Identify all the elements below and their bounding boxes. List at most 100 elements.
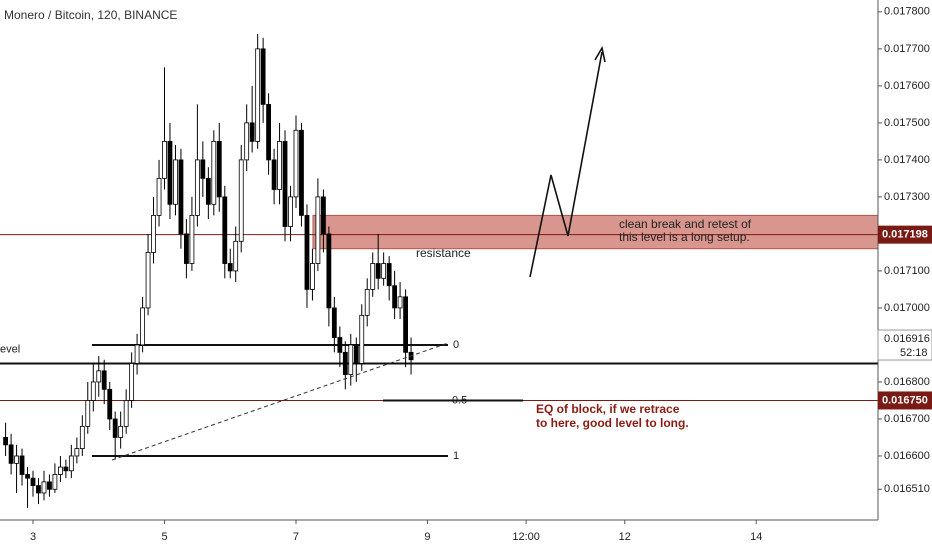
- candle-body: [140, 307, 146, 346]
- y-tick-label: 0.016700: [884, 413, 930, 425]
- price-label: 0.017198: [882, 229, 928, 241]
- price-label-box: [878, 225, 932, 244]
- candle-body: [310, 263, 315, 290]
- candle-body: [151, 215, 156, 253]
- y-tick-label: 0.017700: [884, 43, 930, 55]
- candle-body: [359, 314, 365, 364]
- arrow-head: [594, 45, 606, 63]
- candle-body: [397, 296, 403, 309]
- candle-body: [211, 140, 217, 205]
- candle-body: [96, 370, 102, 383]
- candle-body: [299, 129, 304, 216]
- countdown: 52:18: [900, 347, 928, 359]
- annotations: resistance clean break and retest of thi…: [0, 45, 752, 462]
- candle-body: [25, 474, 30, 479]
- candle-body: [14, 455, 19, 464]
- candle-body: [162, 140, 167, 179]
- price-label-box: [878, 391, 932, 410]
- resistance-zone: [312, 214, 879, 250]
- y-tick-label: 0.017600: [884, 80, 930, 92]
- fib-label: 0: [453, 339, 459, 351]
- candle-body: [282, 140, 288, 227]
- y-tick-label: 0.017300: [884, 191, 930, 203]
- candle-body: [58, 466, 63, 475]
- candle-body: [293, 129, 299, 198]
- candle-body: [63, 466, 69, 472]
- candle-body: [353, 344, 359, 364]
- annotation: EQ of block, if we retrace: [536, 402, 680, 416]
- x-tick-label: 5: [161, 531, 167, 543]
- candle-body: [3, 437, 8, 446]
- y-tick-label: 0.017400: [884, 154, 930, 166]
- candle-body: [260, 48, 266, 105]
- annotation: resistance: [416, 246, 471, 260]
- x-tick-label: 14: [750, 531, 762, 543]
- candle-body: [315, 196, 321, 264]
- candle-body: [189, 215, 195, 264]
- x-tick-label: 7: [293, 531, 299, 543]
- candle-body: [348, 344, 354, 375]
- drawings: [0, 214, 879, 457]
- candle-body: [90, 381, 96, 401]
- candle-body: [145, 252, 151, 309]
- candle-body: [118, 425, 124, 438]
- trend-line: [111, 342, 449, 461]
- y-tick-label: 0.017800: [884, 6, 930, 18]
- candle-body: [167, 140, 173, 205]
- x-tick-label: 12:00: [512, 531, 540, 543]
- candle-body: [194, 159, 200, 216]
- projection-arrow: [529, 51, 603, 278]
- candle-body: [222, 196, 228, 264]
- candle-body: [36, 485, 41, 494]
- annotation: clean break and retest of: [619, 217, 752, 231]
- candle-body: [288, 196, 293, 227]
- price-label: 0.016750: [882, 394, 928, 406]
- x-tick-label: 12: [619, 531, 631, 543]
- candle-body: [156, 177, 162, 216]
- fib-label: 1: [453, 450, 459, 462]
- candle-body: [277, 140, 282, 190]
- annotation: this level is a long setup.: [619, 230, 750, 244]
- x-tick-label: 3: [30, 531, 36, 543]
- candle-body: [107, 388, 113, 420]
- fib-label: 0.5: [452, 394, 467, 406]
- x-tick-label: 9: [424, 531, 430, 543]
- candle-body: [266, 103, 271, 161]
- candle-body: [326, 233, 332, 309]
- candle-body: [271, 159, 277, 190]
- chart-title: Monero / Bitcoin, 120, BINANCE: [4, 8, 177, 22]
- candle-body: [331, 307, 337, 338]
- candle-body: [101, 370, 107, 390]
- candle-body: [183, 233, 189, 264]
- y-tick-label: 0.016510: [884, 483, 930, 495]
- candle-body: [173, 159, 178, 205]
- candle-body: [79, 425, 85, 449]
- candle-body: [123, 400, 129, 427]
- y-tick-label: 0.017000: [884, 302, 930, 314]
- axes: 0.017800 0.017700 0.017600 0.017500 0.017400…: [30, 6, 932, 543]
- last-price-box: [877, 329, 932, 361]
- candle-body: [370, 263, 376, 290]
- candle-body: [74, 448, 80, 457]
- candle-body: [403, 296, 408, 353]
- candle-body: [244, 122, 250, 161]
- candle-body: [321, 196, 326, 235]
- candle-body: [85, 400, 91, 427]
- candle-body: [227, 263, 233, 272]
- candle-body: [41, 481, 47, 494]
- candle-body: [52, 474, 58, 490]
- candle-body: [392, 285, 398, 309]
- candle-body: [238, 159, 244, 242]
- candle-body: [68, 455, 74, 472]
- candle-body: [200, 159, 206, 179]
- level-label: evel: [0, 343, 20, 355]
- candle-body: [8, 444, 14, 464]
- candle-body: [134, 344, 140, 364]
- candle-body: [255, 48, 261, 142]
- candle-body: [112, 418, 118, 438]
- candle-body: [337, 337, 343, 353]
- last-price-label: 0.016916: [884, 333, 930, 345]
- candles: [3, 34, 414, 508]
